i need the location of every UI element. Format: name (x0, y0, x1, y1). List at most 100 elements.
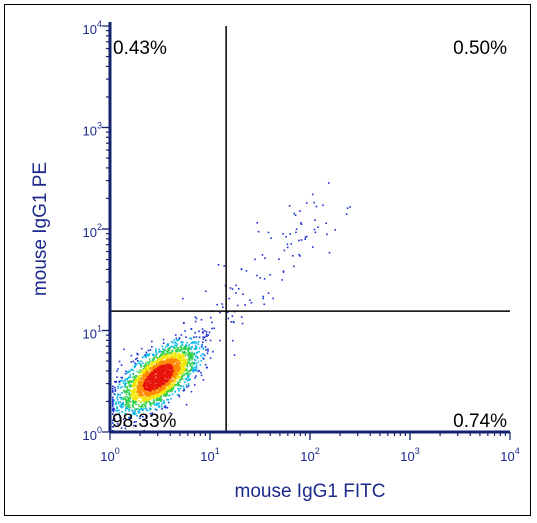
event-dot (116, 396, 118, 399)
event-dot (170, 397, 172, 400)
event-dot (142, 377, 145, 380)
event-dot (120, 404, 123, 407)
event-dot (128, 393, 130, 395)
event-dot (143, 365, 145, 368)
event-dot (178, 337, 181, 340)
event-dot (116, 398, 119, 401)
event-dot (138, 405, 141, 408)
event-dot (210, 316, 212, 319)
event-dot (230, 321, 233, 323)
event-dot (171, 393, 174, 396)
event-dot (182, 369, 185, 372)
event-dot (149, 368, 152, 371)
event-dot (143, 383, 145, 386)
event-dot (124, 396, 126, 398)
event-dot (148, 381, 151, 384)
event-dot (137, 375, 139, 378)
event-dot (154, 389, 156, 392)
event-dot (205, 366, 208, 369)
event-dot (193, 362, 196, 364)
event-dot (236, 304, 239, 307)
event-dot (132, 402, 134, 405)
event-dot (161, 351, 164, 354)
event-dot (138, 390, 140, 393)
event-dot (173, 354, 176, 357)
event-dot (182, 370, 185, 373)
event-dot (163, 371, 165, 374)
event-dot (162, 387, 165, 390)
event-dot (116, 410, 119, 412)
event-dot (128, 376, 130, 379)
event-dot (172, 364, 175, 366)
event-dot (167, 398, 170, 401)
event-dot (148, 368, 150, 371)
event-dot (196, 351, 199, 354)
event-dot (182, 371, 185, 374)
event-dot (169, 385, 171, 388)
event-dot (202, 358, 205, 360)
event-dot (128, 404, 131, 406)
event-dot (158, 397, 161, 400)
event-dot (127, 396, 129, 399)
event-dot (168, 386, 170, 388)
event-dot (155, 353, 158, 355)
event-dot (138, 395, 141, 398)
event-dot (151, 397, 154, 399)
event-dot (193, 368, 195, 371)
event-dot (120, 364, 123, 366)
event-dot (137, 360, 140, 363)
event-dot (177, 384, 180, 386)
event-dot (192, 370, 194, 373)
event-dot (133, 385, 135, 388)
event-dot (142, 379, 145, 381)
event-dot (143, 373, 145, 376)
event-dot (135, 399, 137, 401)
event-dot (112, 419, 114, 422)
event-dot (290, 243, 293, 245)
event-dot (128, 389, 130, 392)
event-dot (134, 376, 136, 378)
event-dot (305, 202, 308, 204)
event-dot (181, 367, 183, 370)
event-dot (153, 394, 155, 397)
event-dot (128, 394, 131, 397)
y-tick-label: 100 (83, 425, 102, 443)
event-dot (152, 391, 154, 393)
event-dot (136, 363, 138, 365)
event-dot (270, 237, 272, 239)
event-dot (123, 391, 126, 393)
event-dot (158, 348, 160, 351)
event-dot (166, 392, 169, 395)
event-dot (141, 385, 143, 387)
event-dot (144, 386, 146, 389)
event-dot (165, 372, 167, 374)
event-dot (145, 403, 147, 405)
event-dot (149, 366, 151, 368)
event-dot (115, 414, 117, 416)
y-tick-label: 103 (83, 121, 102, 139)
event-dot (204, 346, 207, 348)
event-dot (171, 345, 173, 348)
event-dot (179, 354, 181, 356)
event-dot (181, 366, 183, 368)
event-dot (133, 424, 135, 427)
event-dot (141, 347, 143, 350)
event-dot (177, 359, 180, 362)
quadrant-label-lower-left: 98.33% (112, 411, 177, 432)
event-dot (147, 374, 150, 376)
event-dot (272, 297, 274, 300)
event-dot (157, 383, 159, 385)
event-dot (176, 375, 179, 377)
event-dot (235, 292, 237, 294)
event-dot (157, 358, 160, 360)
event-dot (144, 382, 146, 385)
event-dot (144, 404, 146, 407)
event-dot (286, 243, 289, 246)
event-dot (139, 386, 141, 389)
event-dot (141, 370, 144, 372)
event-dot (144, 354, 146, 356)
event-dot (172, 386, 175, 388)
event-dot (143, 401, 146, 404)
event-dot (173, 375, 176, 378)
event-dot (135, 401, 137, 403)
